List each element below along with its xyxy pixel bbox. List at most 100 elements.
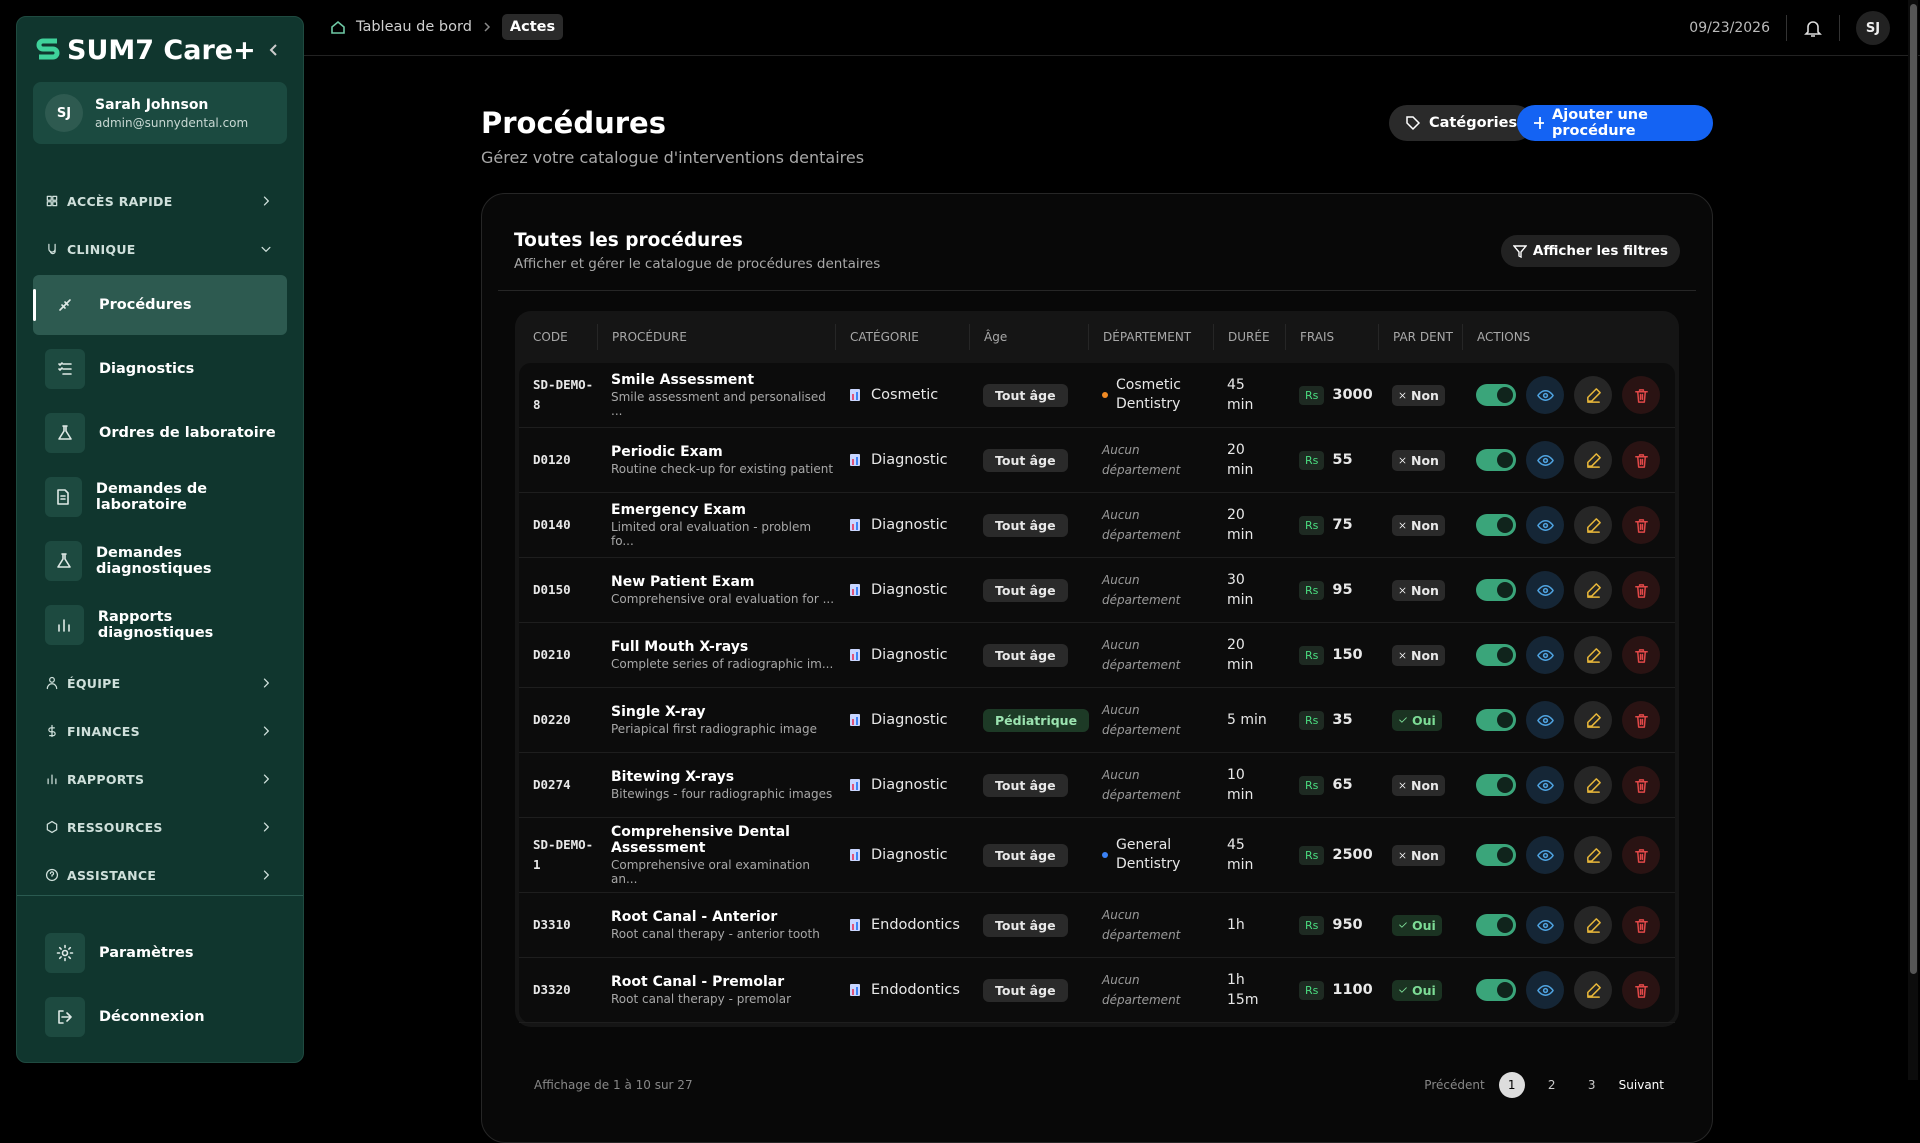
toggle[interactable] <box>1476 514 1516 536</box>
delete-button[interactable] <box>1622 836 1660 874</box>
edit-button[interactable] <box>1574 701 1612 739</box>
view-button[interactable] <box>1526 636 1564 674</box>
delete-button[interactable] <box>1622 571 1660 609</box>
page-button[interactable]: 1 <box>1498 1072 1525 1098</box>
breadcrumb-link[interactable]: Tableau de bord <box>356 19 472 35</box>
nav-item[interactable]: Diagnostics <box>33 339 287 399</box>
card: Toutes les procédures Afficher et gérer … <box>481 193 1713 1143</box>
delete-button[interactable] <box>1622 906 1660 944</box>
code: D0140 <box>533 517 571 532</box>
nav-item[interactable]: Demandes de laboratoire <box>33 467 287 527</box>
category-icon <box>850 714 860 726</box>
toggle[interactable] <box>1476 384 1516 406</box>
collapse-button[interactable] <box>267 43 281 57</box>
edit-button[interactable] <box>1574 571 1612 609</box>
categories-button[interactable]: Catégories <box>1389 105 1534 141</box>
add-button[interactable]: Ajouter une procédure <box>1517 105 1713 141</box>
icon <box>1586 452 1601 468</box>
view-button[interactable] <box>1526 441 1564 479</box>
nav-section[interactable]: ACCÈS RAPIDE <box>33 177 287 225</box>
avatar[interactable]: SJ <box>1856 11 1890 45</box>
toggle[interactable] <box>1476 709 1516 731</box>
cell: Diagnostic <box>835 647 969 663</box>
cell <box>1462 971 1675 1009</box>
edit-button[interactable] <box>1574 376 1612 414</box>
per-tooth-label: Non <box>1411 847 1439 863</box>
nav-label: Ordres de laboratoire <box>99 425 276 441</box>
category-icon <box>850 389 860 401</box>
nav-section[interactable]: RESSOURCES <box>33 803 287 851</box>
delete-button[interactable] <box>1622 506 1660 544</box>
cell <box>1462 376 1675 414</box>
nav-item[interactable]: Procédures <box>33 275 287 335</box>
user-card[interactable]: SJ Sarah Johnson admin@sunnydental.com <box>33 82 287 144</box>
delete-button[interactable] <box>1622 971 1660 1009</box>
page-title: Procédures <box>481 106 666 140</box>
icon <box>1634 388 1648 403</box>
delete-button[interactable] <box>1622 701 1660 739</box>
filter-button[interactable]: Afficher les filtres <box>1500 235 1680 267</box>
view-button[interactable] <box>1526 836 1564 874</box>
toggle[interactable] <box>1476 579 1516 601</box>
edit-button[interactable] <box>1574 836 1612 874</box>
cell: Aucun département <box>1088 765 1213 805</box>
toggle[interactable] <box>1476 644 1516 666</box>
per-tooth: Non <box>1392 384 1445 406</box>
nav-icon <box>45 933 85 973</box>
procedure-description: Limited oral evaluation - problem fo... <box>611 520 812 548</box>
nav-section[interactable]: ASSISTANCE <box>33 851 287 899</box>
nav-section[interactable]: FINANCES <box>33 707 287 755</box>
duration: 20 min <box>1227 442 1254 478</box>
per-tooth-label: Non <box>1411 452 1439 468</box>
view-button[interactable] <box>1526 701 1564 739</box>
scrollbar[interactable] <box>1908 0 1918 1080</box>
page-button[interactable]: 3 <box>1587 1078 1596 1092</box>
next-button[interactable]: Suivant <box>1618 1078 1664 1092</box>
nav-icon <box>45 541 82 581</box>
button-label: Catégories <box>1429 115 1518 131</box>
nav-section[interactable]: CLINIQUE <box>33 225 287 273</box>
edit-button[interactable] <box>1574 971 1612 1009</box>
edit-button[interactable] <box>1574 906 1612 944</box>
procedure-name: Smile Assessment <box>611 372 755 388</box>
check-icon <box>1399 717 1407 723</box>
column-header: DURÉE <box>1213 324 1285 350</box>
footer-item[interactable]: Paramètres <box>33 923 287 983</box>
toggle[interactable] <box>1476 449 1516 471</box>
footer-item[interactable]: Déconnexion <box>33 987 287 1047</box>
notifications[interactable] <box>1803 18 1823 38</box>
view-button[interactable] <box>1526 971 1564 1009</box>
pagination-controls: Précédent 1 2 3 Suivant <box>1424 1072 1664 1098</box>
edit-button[interactable] <box>1574 441 1612 479</box>
edit-button[interactable] <box>1574 506 1612 544</box>
view-button[interactable] <box>1526 376 1564 414</box>
scroll-thumb[interactable] <box>1910 4 1917 974</box>
edit-button[interactable] <box>1574 766 1612 804</box>
cell <box>1462 766 1675 804</box>
procedure-description: Routine check-up for existing patient <box>611 462 834 476</box>
delete-button[interactable] <box>1622 441 1660 479</box>
nav-item[interactable]: Rapports diagnostiques <box>33 595 287 655</box>
table-row: D0120 Periodic Exam Routine check-up for e… <box>519 428 1675 493</box>
cell: Cosmetic Dentistry <box>1088 376 1213 414</box>
edit-button[interactable] <box>1574 636 1612 674</box>
view-button[interactable] <box>1526 766 1564 804</box>
view-button[interactable] <box>1526 906 1564 944</box>
previous-button[interactable]: Précédent <box>1424 1078 1485 1092</box>
delete-button[interactable] <box>1622 766 1660 804</box>
view-button[interactable] <box>1526 506 1564 544</box>
toggle[interactable] <box>1476 774 1516 796</box>
delete-button[interactable] <box>1622 636 1660 674</box>
nav-item[interactable]: Demandes diagnostiques <box>33 531 287 591</box>
toggle[interactable] <box>1476 914 1516 936</box>
delete-button[interactable] <box>1622 376 1660 414</box>
page-button[interactable]: 2 <box>1547 1078 1556 1092</box>
nav-item[interactable]: Ordres de laboratoire <box>33 403 287 463</box>
toggle[interactable] <box>1476 844 1516 866</box>
table-row: D0274 Bitewing X-rays Bitewings - four rad… <box>519 753 1675 818</box>
nav-section[interactable]: ÉQUIPE <box>33 659 287 707</box>
view-button[interactable] <box>1526 571 1564 609</box>
nav-section[interactable]: RAPPORTS <box>33 755 287 803</box>
toggle[interactable] <box>1476 979 1516 1001</box>
sidebar: SUM7 Care+ SJ Sarah Johnson admin@sunnyd… <box>16 16 304 1063</box>
